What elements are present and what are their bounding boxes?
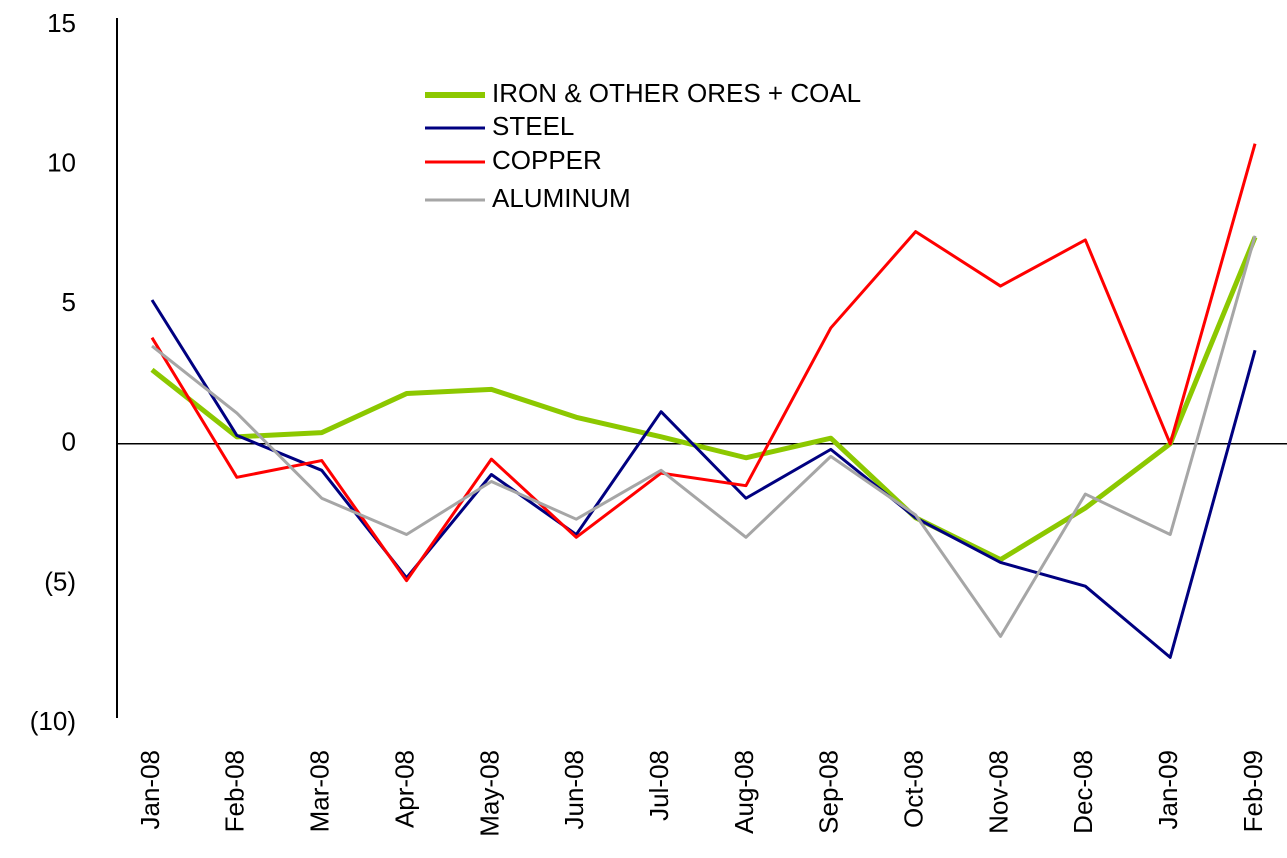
x-tick-label: Oct-08 — [899, 750, 929, 828]
x-tick-label: May-08 — [474, 750, 504, 837]
series-line — [150, 299, 1257, 659]
x-tick-label: Feb-09 — [1238, 750, 1268, 832]
x-tick-label: Feb-08 — [220, 750, 250, 832]
y-tick-label: (10) — [30, 706, 76, 736]
series-line — [151, 235, 1257, 638]
x-tick-label: Aug-08 — [729, 750, 759, 834]
x-tick-label: Nov-08 — [983, 750, 1013, 834]
legend-label: IRON & OTHER ORES + COAL — [492, 78, 861, 108]
x-tick-label: Dec-08 — [1068, 750, 1098, 834]
y-tick-label: (5) — [44, 566, 76, 596]
legend-label: STEEL — [492, 111, 574, 141]
series-line — [150, 236, 1258, 563]
x-tick-label: Jan-08 — [135, 750, 165, 830]
x-tick-label: Sep-08 — [814, 750, 844, 834]
x-tick-label: Apr-08 — [389, 750, 419, 828]
y-tick-label: 15 — [47, 8, 76, 38]
x-tick-label: Jun-08 — [559, 750, 589, 830]
y-tick-label: 5 — [62, 287, 76, 317]
series-line — [150, 143, 1257, 583]
x-tick-label: Mar-08 — [305, 750, 335, 832]
x-tick-label: Jul-08 — [644, 750, 674, 821]
y-tick-label: 0 — [62, 427, 76, 457]
x-tick-label: Jan-09 — [1153, 750, 1183, 830]
legend-label: ALUMINUM — [492, 183, 631, 213]
legend-label: COPPER — [492, 145, 602, 175]
y-tick-label: 10 — [47, 147, 76, 177]
